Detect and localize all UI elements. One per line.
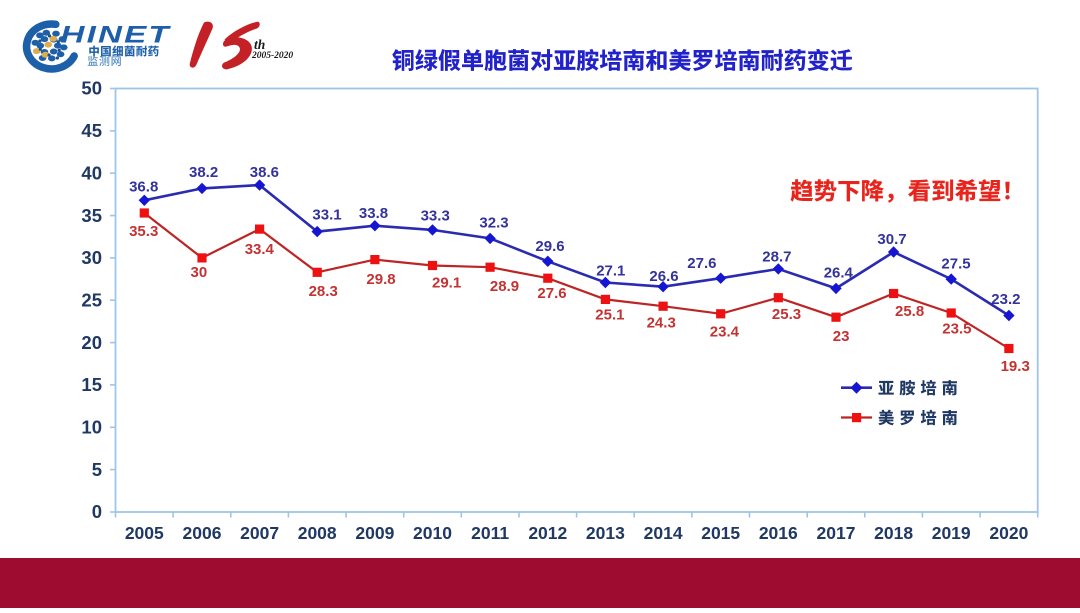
svg-text:38.2: 38.2 [189, 164, 218, 181]
svg-text:28.3: 28.3 [309, 283, 338, 300]
svg-text:2014: 2014 [644, 523, 683, 543]
svg-text:33.4: 33.4 [245, 241, 275, 258]
svg-text:32.3: 32.3 [479, 214, 508, 231]
svg-text:27.6: 27.6 [537, 285, 566, 302]
svg-text:27.5: 27.5 [941, 256, 970, 273]
svg-text:40: 40 [81, 162, 102, 183]
svg-text:2011: 2011 [471, 523, 509, 543]
svg-text:26.4: 26.4 [824, 264, 854, 281]
svg-text:2012: 2012 [528, 523, 567, 543]
svg-text:th: th [254, 37, 265, 52]
svg-text:2017: 2017 [817, 523, 856, 543]
svg-text:2007: 2007 [240, 523, 279, 543]
svg-text:24.3: 24.3 [647, 315, 676, 332]
svg-text:19.3: 19.3 [1001, 358, 1030, 375]
svg-text:35: 35 [81, 205, 102, 226]
svg-text:29.8: 29.8 [366, 271, 395, 288]
svg-text:0: 0 [92, 501, 102, 522]
svg-text:33.3: 33.3 [421, 208, 450, 225]
svg-text:2006: 2006 [183, 523, 222, 543]
svg-text:30.7: 30.7 [877, 231, 906, 248]
svg-text:28.9: 28.9 [490, 278, 519, 295]
svg-text:2015: 2015 [701, 523, 740, 543]
svg-text:30: 30 [81, 247, 102, 268]
svg-text:35.3: 35.3 [129, 223, 158, 240]
svg-text:2018: 2018 [874, 523, 913, 543]
svg-text:23.5: 23.5 [942, 321, 971, 338]
svg-text:2016: 2016 [759, 523, 798, 543]
svg-text:23: 23 [833, 328, 850, 345]
svg-text:20: 20 [81, 332, 102, 353]
svg-text:2005-2020: 2005-2020 [251, 51, 293, 61]
svg-text:HINET: HINET [61, 22, 172, 49]
svg-text:33.1: 33.1 [312, 207, 341, 224]
svg-text:38.6: 38.6 [250, 164, 279, 181]
svg-text:30: 30 [191, 264, 208, 281]
svg-text:2020: 2020 [989, 523, 1028, 543]
svg-text:25.3: 25.3 [772, 306, 801, 323]
svg-text:29.1: 29.1 [432, 274, 461, 291]
svg-text:23.2: 23.2 [991, 291, 1020, 308]
svg-text:2019: 2019 [932, 523, 971, 543]
svg-text:36.8: 36.8 [129, 178, 158, 195]
svg-text:15: 15 [81, 374, 102, 395]
svg-text:50: 50 [81, 78, 102, 99]
svg-text:26.6: 26.6 [649, 268, 678, 285]
svg-text:27.1: 27.1 [596, 263, 625, 280]
svg-text:45: 45 [81, 120, 102, 141]
svg-text:25.1: 25.1 [595, 307, 624, 324]
svg-text:2013: 2013 [586, 523, 625, 543]
svg-text:2010: 2010 [413, 523, 452, 543]
svg-text:29.6: 29.6 [535, 238, 564, 255]
svg-text:28.7: 28.7 [762, 248, 791, 265]
svg-text:25: 25 [81, 289, 102, 310]
svg-text:2008: 2008 [298, 523, 337, 543]
svg-text:25.8: 25.8 [895, 303, 924, 320]
svg-text:33.8: 33.8 [359, 205, 388, 222]
svg-text:2009: 2009 [355, 523, 394, 543]
svg-text:23.4: 23.4 [710, 324, 740, 341]
svg-text:10: 10 [81, 417, 102, 438]
svg-text:5: 5 [92, 459, 102, 480]
svg-text:2005: 2005 [125, 523, 164, 543]
svg-text:27.6: 27.6 [687, 255, 716, 272]
